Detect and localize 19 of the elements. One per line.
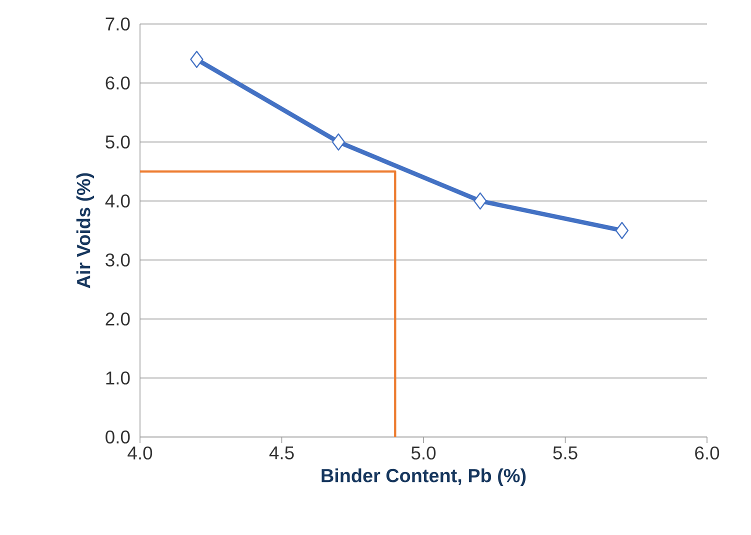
x-axis-title: Binder Content, Pb (%) bbox=[322, 468, 526, 486]
x-tick-label: 4.0 bbox=[128, 446, 152, 460]
x-tick-label: 6.0 bbox=[695, 446, 720, 460]
point bbox=[190, 50, 204, 68]
point bbox=[332, 133, 346, 151]
x-tick-label: 4.5 bbox=[269, 446, 294, 460]
x-tick-label: 5.5 bbox=[553, 446, 578, 460]
point bbox=[615, 222, 629, 240]
y-tick-label: 1.0 bbox=[106, 371, 130, 385]
point bbox=[474, 192, 487, 210]
y-tick-label: 7.0 bbox=[106, 17, 130, 31]
y-tick-label: 5.0 bbox=[106, 135, 130, 149]
y-tick-label: 3.0 bbox=[106, 253, 130, 267]
y-tick-label: 2.0 bbox=[106, 312, 130, 326]
y-tick-label: 0.0 bbox=[106, 430, 130, 444]
x-tick-label: 5.0 bbox=[411, 446, 436, 460]
y-tick-label: 4.0 bbox=[105, 194, 130, 208]
y-axis-title: Air Voids (%) bbox=[76, 173, 94, 288]
y-tick-label: 6.0 bbox=[106, 76, 130, 90]
